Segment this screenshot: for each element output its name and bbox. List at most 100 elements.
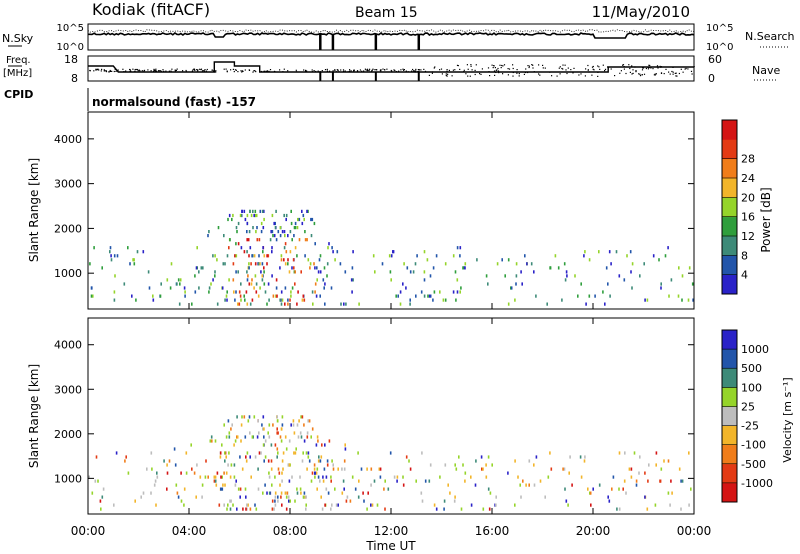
- velocity-point: [237, 487, 240, 491]
- power-point: [232, 278, 235, 282]
- velocity-point: [262, 427, 264, 431]
- velocity-point: [624, 451, 626, 455]
- velocity-point: [589, 491, 592, 495]
- velocity-point: [630, 475, 633, 479]
- nave-point: [359, 69, 361, 71]
- nave-point: [544, 67, 546, 69]
- power-point: [250, 262, 252, 266]
- power-point: [259, 286, 261, 290]
- power-point: [297, 217, 299, 222]
- nave-point: [197, 71, 199, 73]
- nave-point: [604, 68, 607, 70]
- power-colorbar-tick-label: 12: [741, 230, 755, 243]
- velocity-point: [305, 503, 307, 507]
- power-point: [216, 258, 218, 262]
- velocity-point: [190, 443, 192, 447]
- velocity-point: [420, 491, 423, 495]
- velocity-point: [366, 507, 368, 511]
- nave-point: [657, 67, 659, 69]
- velocity-axes: 1000 2000 3000 4000: [54, 318, 695, 514]
- velocity-point: [421, 499, 424, 503]
- velocity-point: [156, 471, 158, 475]
- power-point: [226, 290, 228, 294]
- velocity-point: [253, 415, 256, 419]
- power-point: [406, 266, 409, 270]
- nave-point: [588, 71, 590, 73]
- power-point: [432, 298, 434, 302]
- nave-point: [629, 71, 631, 73]
- power-point: [405, 286, 407, 290]
- nave-point: [175, 69, 177, 71]
- velocity-point: [303, 491, 306, 495]
- nave-point: [225, 68, 227, 70]
- power-point: [263, 254, 266, 258]
- velocity-point: [384, 507, 386, 511]
- nave-point: [192, 69, 194, 71]
- nave-point: [100, 70, 102, 72]
- nave-point: [620, 70, 622, 72]
- nave-point: [591, 74, 593, 76]
- freq-tick-bottom: 8: [71, 72, 78, 85]
- power-point: [234, 254, 236, 258]
- velocity-point: [249, 455, 251, 459]
- power-point: [207, 234, 209, 238]
- power-point: [214, 274, 216, 278]
- nave-point: [137, 69, 139, 71]
- nave-point: [384, 69, 386, 71]
- velocity-point: [480, 455, 483, 459]
- velocity-point: [373, 479, 376, 483]
- power-colorbar-segment: [722, 274, 737, 295]
- velocity-point: [180, 471, 182, 475]
- velocity-point: [316, 467, 319, 471]
- power-point: [463, 266, 465, 270]
- nave-point: [154, 70, 156, 72]
- velocity-point: [384, 479, 386, 483]
- nave-point: [103, 70, 105, 72]
- power-point: [456, 246, 459, 250]
- velocity-point: [261, 423, 263, 427]
- power-point: [504, 274, 506, 278]
- power-point: [246, 270, 248, 274]
- nave-point: [200, 69, 202, 71]
- power-point: [452, 290, 455, 294]
- velocity-point: [274, 475, 276, 479]
- power-point: [433, 290, 436, 294]
- nave-point: [253, 70, 255, 72]
- nave-point: [265, 70, 268, 72]
- power-point: [273, 221, 275, 226]
- nave-point: [597, 75, 599, 77]
- velocity-point: [633, 451, 636, 455]
- velocity-colorbar-segment: [722, 387, 737, 407]
- power-point: [254, 262, 257, 266]
- velocity-point: [243, 415, 246, 419]
- velocity-point: [462, 463, 464, 467]
- nave-point: [502, 65, 504, 67]
- power-point: [285, 217, 287, 222]
- velocity-point: [300, 415, 302, 419]
- velocity-point: [487, 487, 490, 491]
- nave-point: [516, 72, 518, 74]
- nave-point: [685, 67, 687, 70]
- nave-point: [129, 68, 131, 71]
- power-point: [290, 209, 292, 213]
- velocity-point: [421, 451, 423, 455]
- velocity-point: [215, 483, 218, 487]
- velocity-point: [343, 459, 346, 463]
- power-point: [298, 238, 301, 242]
- velocity-point: [263, 427, 265, 431]
- nave-point: [559, 66, 561, 68]
- nave-point: [512, 67, 514, 70]
- nave-point: [115, 70, 117, 72]
- velocity-point: [464, 479, 466, 483]
- freq-tick-top: 18: [64, 53, 78, 66]
- power-point: [302, 213, 305, 218]
- nave-point: [494, 67, 496, 69]
- velocity-point: [663, 459, 665, 463]
- velocity-point: [232, 503, 234, 507]
- nave-point: [111, 70, 113, 72]
- power-point: [266, 302, 268, 306]
- nave-point: [176, 68, 178, 70]
- nave-point: [562, 68, 564, 70]
- velocity-point: [678, 467, 681, 471]
- power-point: [246, 238, 248, 242]
